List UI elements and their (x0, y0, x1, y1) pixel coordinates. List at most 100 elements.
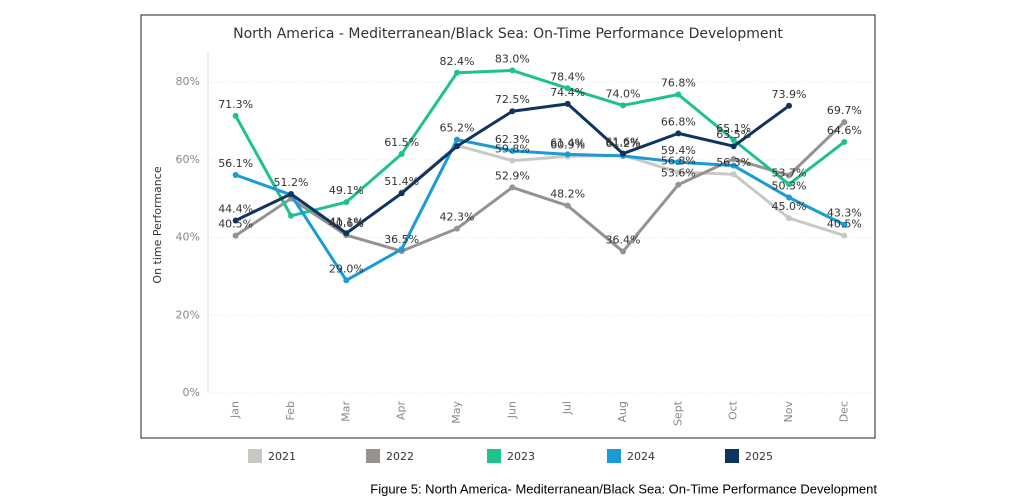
data-point (232, 232, 239, 239)
data-point (454, 143, 460, 150)
data-point (564, 85, 571, 92)
x-tick-label: Oct (727, 400, 740, 420)
data-point (232, 112, 239, 119)
series-line (234, 68, 846, 218)
x-tick-label: Sept (671, 400, 684, 426)
data-label: 61.6% (606, 136, 641, 149)
data-point (730, 156, 737, 163)
data-label: 74.4% (550, 86, 585, 99)
data-label: 61.4% (550, 136, 585, 149)
data-point (730, 136, 737, 143)
data-label: 56.1% (218, 157, 253, 170)
data-point (454, 225, 460, 232)
x-tick-label: Apr (395, 401, 408, 421)
data-point (564, 202, 571, 209)
data-label: 56.8% (661, 154, 696, 167)
y-tick-label: 0% (183, 386, 200, 399)
data-point (786, 215, 792, 222)
data-label: 40.5% (218, 218, 253, 231)
x-tick-label: May (450, 401, 463, 424)
x-tick-label: Mar (339, 401, 352, 422)
chart-title: North America - Mediterranean/Black Sea:… (233, 26, 783, 42)
y-tick-label: 80% (176, 75, 200, 88)
data-point (398, 190, 405, 197)
figure-caption: Figure 5: North America- Mediterranean/B… (370, 481, 877, 496)
data-label: 71.3% (218, 98, 253, 111)
data-label: 45.0% (772, 200, 807, 213)
data-label: 41.1% (329, 215, 364, 228)
data-point (454, 69, 460, 76)
data-point (232, 171, 239, 178)
data-label: 56.3% (716, 156, 751, 169)
data-point (730, 162, 737, 169)
data-label: 40.5% (827, 218, 862, 231)
data-point (232, 217, 239, 224)
data-point (564, 151, 571, 158)
data-point (398, 246, 405, 253)
data-point (509, 157, 516, 164)
y-tick-label: 20% (176, 308, 200, 321)
data-label: 62.3% (495, 133, 530, 146)
data-point (509, 184, 516, 191)
data-label: 36.4% (606, 234, 641, 247)
data-point (730, 143, 737, 150)
y-tick-label: 40% (176, 231, 200, 244)
legend-label: 2021 (268, 450, 296, 463)
data-label: 29.0% (329, 262, 364, 275)
data-point (509, 108, 516, 115)
data-label: 44.4% (218, 202, 253, 215)
data-point (509, 147, 516, 154)
data-point (454, 136, 460, 143)
y-axis-label: On time Performance (151, 166, 164, 283)
data-label: 73.9% (772, 88, 807, 101)
data-label: 82.4% (440, 55, 475, 68)
data-label: 78.4% (550, 70, 585, 83)
legend-swatch (366, 449, 380, 463)
data-label: 50.3% (772, 180, 807, 193)
series-line (234, 121, 846, 254)
data-label: 61.5% (384, 136, 419, 149)
data-point (620, 248, 626, 255)
data-label: 59.8% (495, 143, 530, 156)
data-label: 48.2% (550, 188, 585, 201)
data-point (841, 232, 848, 239)
data-point (343, 277, 350, 284)
data-label: 65.1% (716, 122, 751, 135)
data-label: 61.2% (606, 137, 641, 150)
x-tick-label: Jan (229, 401, 242, 419)
series-line (235, 138, 845, 282)
data-label: 64.6% (827, 124, 862, 137)
data-label: 72.5% (495, 93, 530, 106)
data-label: 51.4% (384, 175, 419, 188)
data-point (841, 119, 848, 126)
data-label: 43.3% (827, 207, 862, 220)
data-point (675, 159, 682, 166)
chart-frame (140, 14, 876, 439)
data-label: 74.0% (606, 87, 641, 100)
data-label: 52.9% (495, 169, 530, 182)
y-tick-label: 60% (176, 153, 200, 166)
legend-swatch (607, 449, 621, 463)
data-point (675, 181, 682, 188)
data-label: 42.3% (440, 211, 475, 224)
data-point (841, 221, 848, 228)
x-tick-label: Feb (284, 401, 297, 420)
data-label: 66.8% (661, 115, 696, 128)
data-label: 65.2% (440, 122, 475, 135)
data-label: 63.5% (716, 128, 751, 141)
data-point (841, 138, 848, 145)
x-tick-label: Nov (782, 401, 795, 423)
x-tick-label: Jun (505, 401, 518, 419)
x-tick-label: Dec (837, 401, 850, 422)
legend-label: 2025 (745, 450, 773, 463)
data-label: 51.2% (274, 176, 309, 189)
data-point (564, 100, 571, 107)
legend-swatch (248, 449, 262, 463)
data-label: 60.9% (550, 138, 585, 151)
data-point (288, 191, 294, 198)
data-point (343, 199, 350, 206)
data-label: 49.1% (329, 184, 364, 197)
legend-label: 2024 (627, 450, 655, 463)
data-point (343, 230, 350, 237)
